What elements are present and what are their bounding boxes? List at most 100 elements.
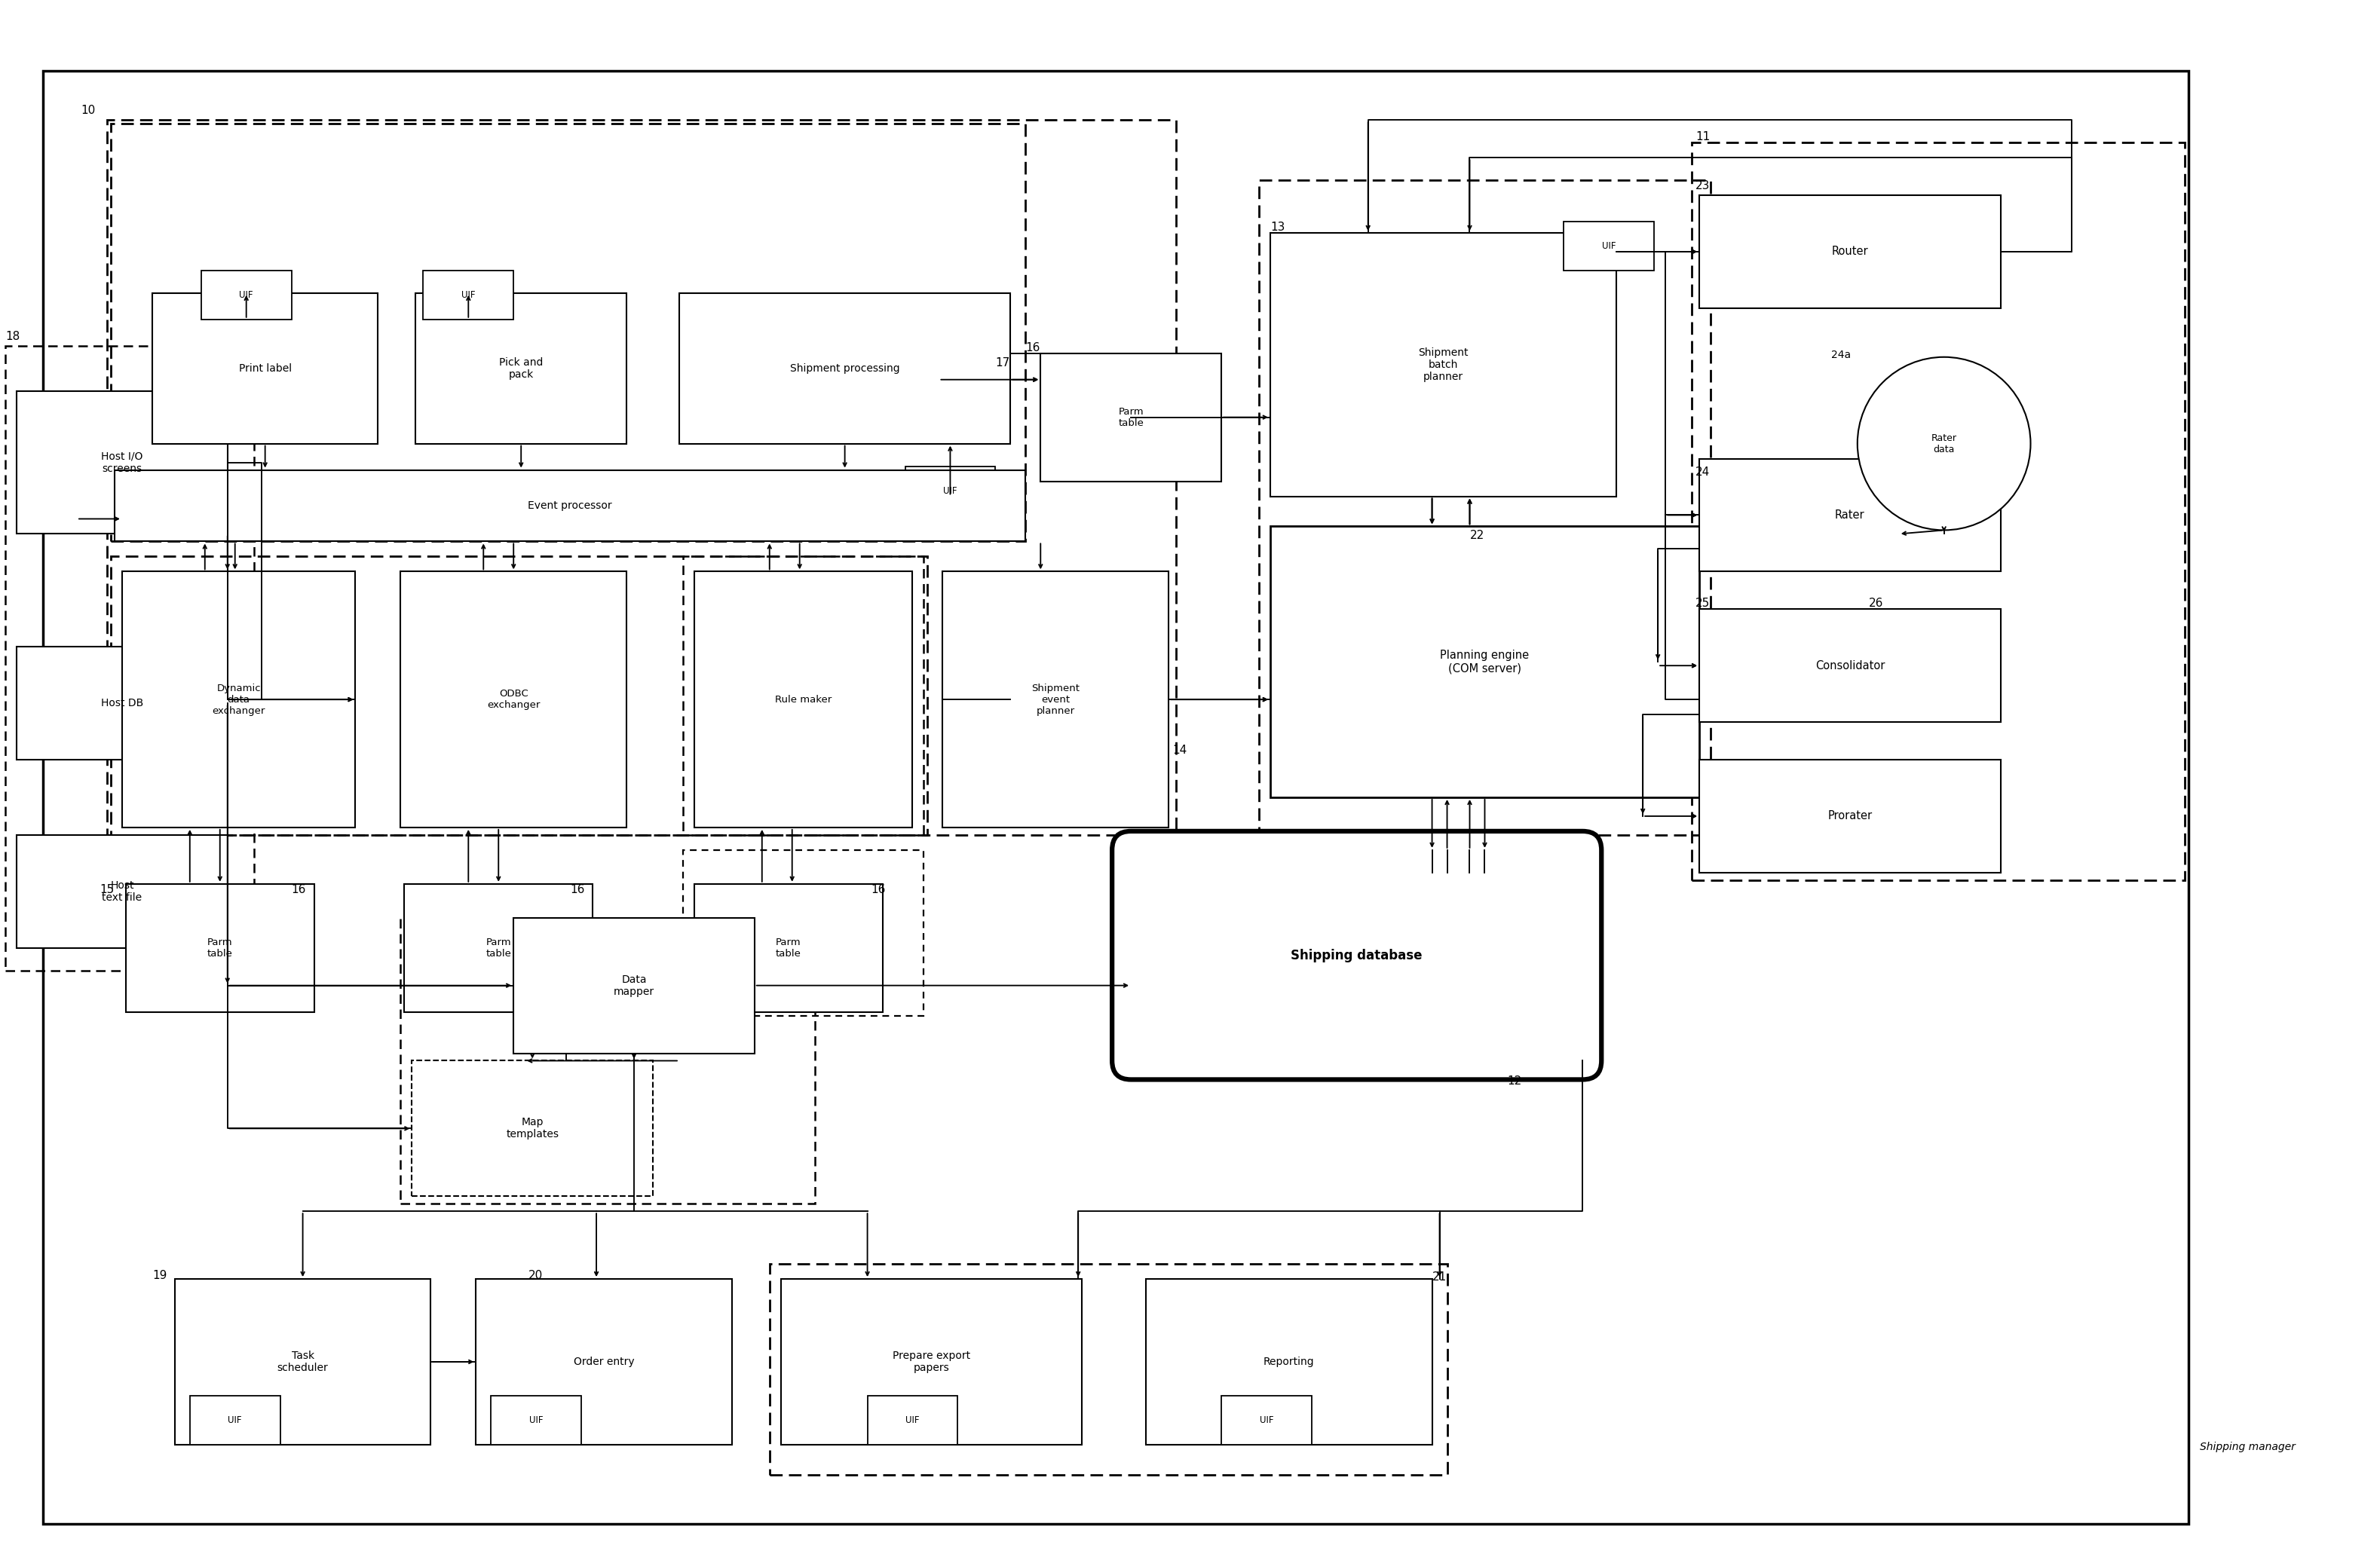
Text: Consolidator: Consolidator: [1816, 661, 1885, 672]
Bar: [17, 834, 228, 948]
Bar: [1564, 222, 1654, 270]
Bar: [695, 884, 883, 1011]
Bar: [1699, 195, 2002, 309]
Text: Shipment
batch
planner: Shipment batch planner: [1418, 347, 1468, 382]
Bar: [424, 270, 514, 320]
Text: Print label: Print label: [238, 363, 290, 374]
Bar: [1699, 610, 2002, 723]
Bar: [114, 470, 1026, 541]
Text: UIF: UIF: [1259, 1415, 1273, 1425]
Bar: [1271, 233, 1616, 496]
Bar: [1271, 526, 1699, 797]
Text: 14: 14: [1173, 744, 1188, 755]
Text: 16: 16: [1026, 341, 1040, 354]
Bar: [112, 124, 1026, 541]
Text: Order entry: Order entry: [574, 1357, 635, 1366]
FancyBboxPatch shape: [1111, 831, 1602, 1079]
Text: 25: 25: [1695, 597, 1711, 610]
Text: 13: 13: [1271, 222, 1285, 233]
Text: 16: 16: [871, 884, 885, 895]
Bar: [416, 293, 626, 444]
Text: UIF: UIF: [240, 290, 252, 299]
Text: Shipment processing: Shipment processing: [790, 363, 900, 374]
Text: UIF: UIF: [228, 1415, 243, 1425]
Bar: [1699, 760, 2002, 873]
Bar: [112, 557, 928, 834]
Bar: [412, 1061, 652, 1196]
Text: Pick and
pack: Pick and pack: [500, 357, 543, 380]
Text: Prepare export
papers: Prepare export papers: [892, 1351, 971, 1373]
Text: Map
templates: Map templates: [507, 1117, 559, 1140]
Bar: [174, 1280, 431, 1444]
Text: UIF: UIF: [462, 290, 476, 299]
Text: Host DB: Host DB: [100, 698, 143, 709]
Text: 22: 22: [1471, 530, 1485, 541]
Text: UIF: UIF: [907, 1415, 919, 1425]
Circle shape: [1856, 357, 2030, 530]
Bar: [1699, 459, 2002, 571]
Bar: [121, 571, 355, 827]
Text: 21: 21: [1433, 1272, 1447, 1283]
Bar: [1221, 1396, 1311, 1444]
Bar: [1692, 143, 2185, 879]
Text: Router: Router: [1833, 247, 1868, 257]
Text: 12: 12: [1507, 1076, 1521, 1087]
Text: 15: 15: [100, 884, 114, 895]
Text: Shipment
event
planner: Shipment event planner: [1031, 684, 1081, 715]
Bar: [942, 571, 1169, 827]
Text: Planning engine
(COM server): Planning engine (COM server): [1440, 650, 1530, 675]
Text: Shipping manager: Shipping manager: [2199, 1441, 2297, 1452]
Text: ODBC
exchanger: ODBC exchanger: [488, 689, 540, 710]
Bar: [769, 1264, 1447, 1475]
Text: 24a: 24a: [1830, 349, 1852, 360]
Bar: [781, 1280, 1083, 1444]
Text: 23: 23: [1695, 180, 1711, 191]
Bar: [683, 557, 923, 834]
Text: 18: 18: [5, 330, 19, 343]
Bar: [152, 293, 378, 444]
Bar: [405, 884, 593, 1011]
Text: Parm
table: Parm table: [1119, 406, 1145, 428]
Bar: [695, 571, 912, 827]
Bar: [17, 391, 228, 534]
Text: Rater: Rater: [1835, 509, 1866, 521]
Text: Rater
data: Rater data: [1930, 433, 1956, 454]
Bar: [683, 850, 923, 1016]
Text: 17: 17: [995, 357, 1009, 368]
Text: Host I/O
screens: Host I/O screens: [102, 451, 143, 473]
Text: Parm
table: Parm table: [486, 937, 512, 959]
Bar: [866, 1396, 957, 1444]
Text: 16: 16: [571, 884, 585, 895]
Bar: [1040, 354, 1221, 481]
Bar: [5, 346, 255, 971]
Text: Host
text file: Host text file: [102, 879, 143, 903]
Bar: [17, 647, 228, 760]
Bar: [678, 293, 1012, 444]
Bar: [1145, 1280, 1433, 1444]
Bar: [126, 884, 314, 1011]
Text: 11: 11: [1695, 132, 1711, 143]
Text: UIF: UIF: [1602, 240, 1616, 251]
Text: 20: 20: [528, 1270, 543, 1281]
Text: UIF: UIF: [942, 485, 957, 495]
Text: Dynamic
data
exchanger: Dynamic data exchanger: [212, 684, 264, 715]
Text: 10: 10: [81, 105, 95, 116]
Text: Task
scheduler: Task scheduler: [276, 1351, 328, 1373]
Bar: [400, 571, 626, 827]
Text: Reporting: Reporting: [1264, 1357, 1314, 1366]
Text: Parm
table: Parm table: [776, 937, 802, 959]
Text: Prorater: Prorater: [1828, 811, 1873, 822]
Bar: [514, 918, 754, 1053]
Text: 26: 26: [1868, 597, 1883, 610]
Text: Event processor: Event processor: [528, 501, 612, 510]
Bar: [107, 119, 1176, 834]
Bar: [490, 1396, 581, 1444]
Text: Data
mapper: Data mapper: [614, 974, 655, 997]
Bar: [476, 1280, 733, 1444]
Text: Rule maker: Rule maker: [776, 695, 831, 704]
Text: 19: 19: [152, 1270, 167, 1281]
Bar: [202, 270, 290, 320]
Text: Parm
table: Parm table: [207, 937, 233, 959]
Bar: [904, 467, 995, 515]
Text: 24: 24: [1695, 467, 1711, 478]
